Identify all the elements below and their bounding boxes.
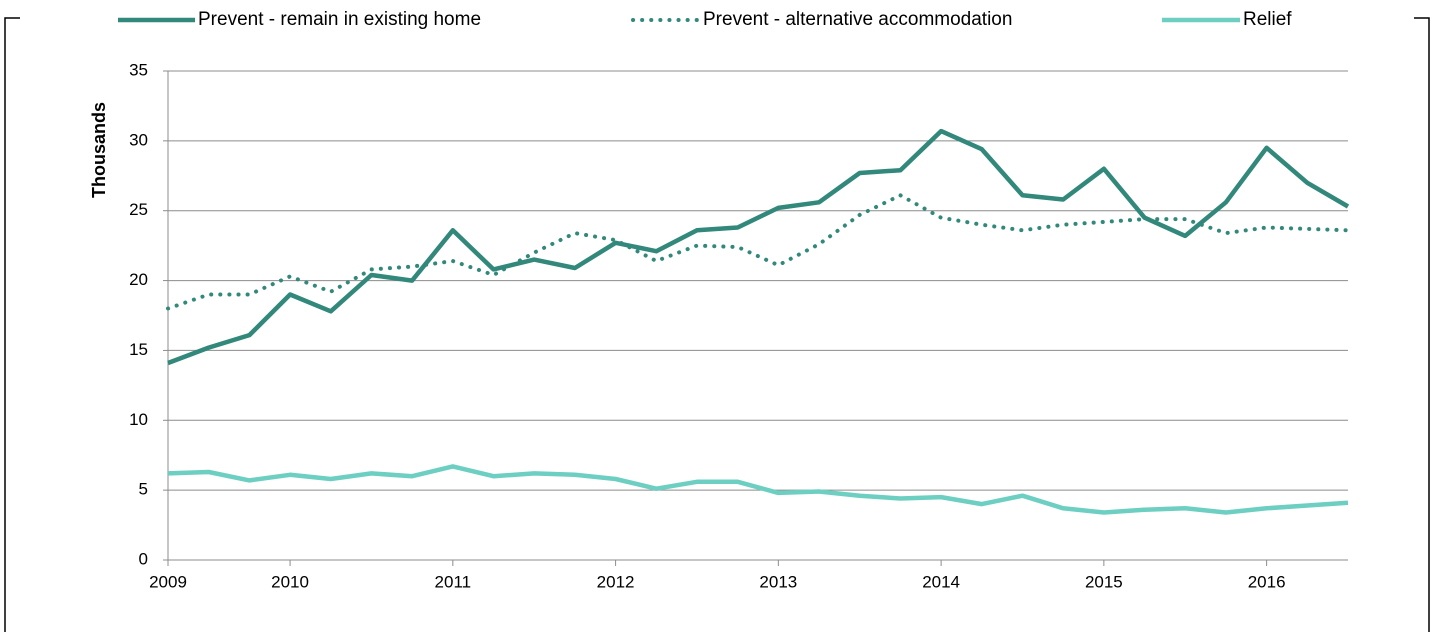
y-tick-label: 35 [129, 60, 148, 79]
series-line [167, 128, 1350, 366]
x-tick-label: 2010 [271, 572, 309, 591]
x-tick-label: 2015 [1085, 572, 1123, 591]
y-axis-label: Thousands [89, 102, 109, 198]
x-tick-label: 2016 [1248, 572, 1286, 591]
legend-label: Relief [1243, 9, 1292, 30]
x-tick-label: 2013 [759, 572, 797, 591]
x-tick-label: 2011 [435, 572, 472, 591]
y-tick-label: 20 [129, 270, 148, 289]
frame [4, 17, 1430, 632]
y-tick-label: 30 [129, 130, 148, 149]
legend-label: Prevent - remain in existing home [198, 9, 481, 30]
y-tick-label: 5 [139, 480, 148, 499]
series-line [166, 193, 1350, 311]
y-tick-label: 15 [129, 340, 148, 359]
x-tick-label: 2009 [149, 572, 187, 591]
x-tick-label: 2012 [597, 572, 635, 591]
y-tick-label: 10 [129, 410, 148, 429]
legend-label: Prevent - alternative accommodation [703, 9, 1012, 30]
y-tick-label: 0 [139, 549, 148, 568]
series-line [167, 464, 1349, 515]
y-tick-label: 25 [129, 200, 148, 219]
x-tick-label: 2014 [922, 572, 960, 591]
